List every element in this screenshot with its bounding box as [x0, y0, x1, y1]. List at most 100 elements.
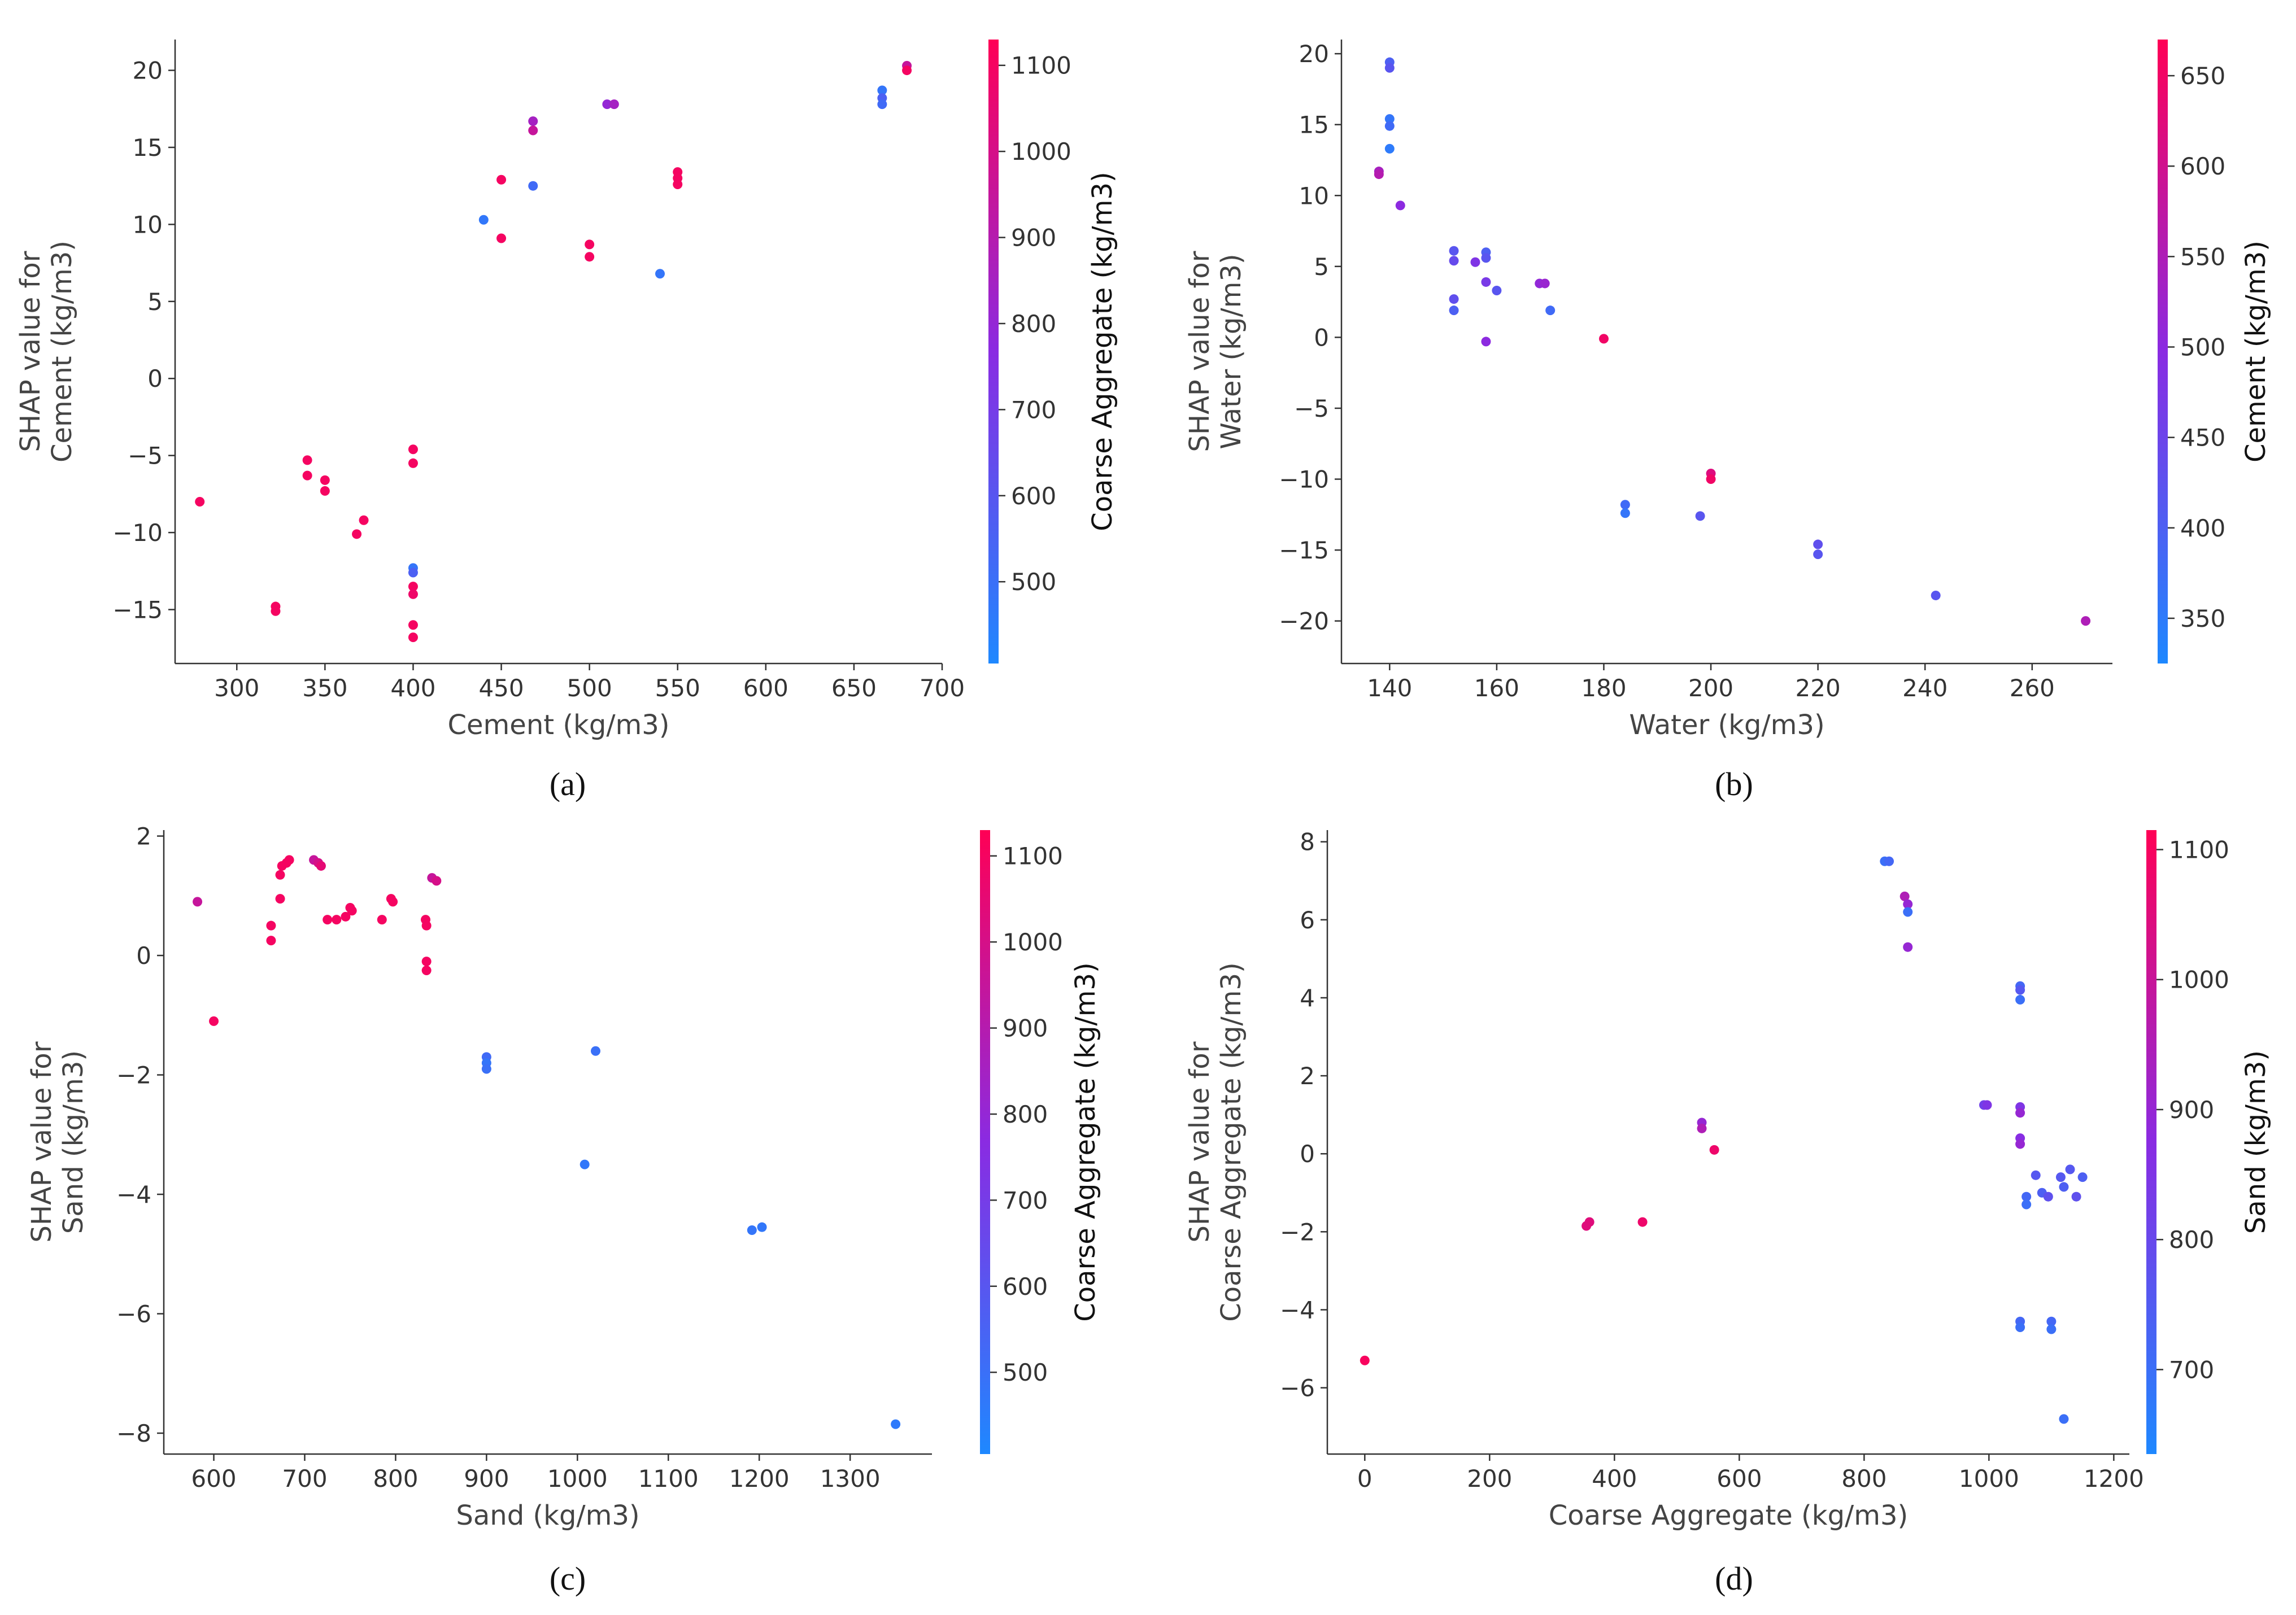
y-axis-label-line: SHAP value for — [1184, 1041, 1215, 1242]
panel-caption: (b) — [1715, 766, 1753, 802]
colorbar-tick-label: 1100 — [1003, 843, 1063, 870]
y-tick-label: 5 — [147, 288, 163, 316]
colorbar-tick-label: 900 — [1011, 224, 1056, 252]
data-point — [271, 606, 281, 616]
data-point — [2055, 1172, 2066, 1182]
data-point — [528, 181, 538, 191]
x-axis-label: Coarse Aggregate (kg/m3) — [1549, 1500, 1909, 1531]
data-point — [408, 458, 418, 468]
data-point — [352, 529, 362, 539]
data-point — [2015, 994, 2025, 1005]
data-point — [877, 85, 887, 95]
colorbar-tick-label: 500 — [1003, 1359, 1048, 1386]
data-point — [408, 632, 418, 643]
x-axis-label: Sand (kg/m3) — [456, 1500, 639, 1531]
data-point — [1384, 114, 1395, 124]
data-point — [432, 876, 442, 886]
data-point — [1706, 474, 1716, 484]
data-point — [1492, 286, 1502, 296]
data-point — [1360, 1355, 1370, 1365]
y-tick-label: −4 — [1280, 1296, 1315, 1324]
y-tick-label: −5 — [1294, 395, 1329, 422]
data-point — [1374, 169, 1384, 180]
y-tick-label: −2 — [1280, 1218, 1315, 1246]
data-point — [585, 252, 595, 262]
data-point — [1481, 277, 1491, 287]
colorbar-tick-label: 800 — [2169, 1226, 2214, 1254]
colorbar-tick-label: 650 — [2180, 62, 2225, 90]
y-tick-label: −5 — [128, 442, 163, 470]
data-point — [1481, 337, 1491, 347]
x-tick-label: 1000 — [1959, 1465, 2019, 1492]
data-point — [1384, 143, 1395, 154]
data-point — [266, 936, 276, 946]
data-point — [2015, 985, 2025, 995]
data-point — [1903, 942, 1913, 952]
data-point — [2031, 1170, 2041, 1180]
colorbar-label: Coarse Aggregate (kg/m3) — [1070, 962, 1101, 1322]
y-axis-label-line: Coarse Aggregate (kg/m3) — [1215, 962, 1247, 1322]
data-point — [528, 125, 538, 136]
x-tick-label: 550 — [655, 674, 700, 702]
data-point — [1637, 1217, 1648, 1227]
y-tick-label: 2 — [136, 823, 151, 850]
y-tick-label: 0 — [136, 942, 151, 970]
x-tick-label: 800 — [1841, 1465, 1887, 1492]
data-point — [2065, 1164, 2075, 1175]
x-tick-label: 600 — [191, 1465, 236, 1492]
data-point — [323, 915, 333, 925]
data-point — [2071, 1191, 2081, 1202]
x-tick-label: 1300 — [820, 1465, 881, 1492]
y-tick-label: 2 — [1300, 1062, 1315, 1090]
data-point — [2015, 1139, 2025, 1149]
x-tick-label: 1100 — [638, 1465, 699, 1492]
data-point — [1695, 511, 1705, 521]
colorbar — [2146, 830, 2156, 1454]
data-point — [1697, 1123, 1707, 1133]
x-tick-label: 700 — [920, 674, 965, 702]
y-tick-label: −15 — [112, 596, 163, 624]
colorbar-tick-label: 500 — [1011, 568, 1056, 596]
y-tick-label: 0 — [1300, 1140, 1315, 1168]
data-point — [332, 915, 342, 925]
colorbar-tick-label: 700 — [1011, 396, 1056, 424]
data-point — [341, 911, 351, 922]
colorbar-tick-label: 800 — [1011, 310, 1056, 338]
y-tick-label: 10 — [1299, 182, 1329, 209]
colorbar-tick-label: 450 — [2180, 424, 2225, 452]
y-tick-label: 15 — [133, 134, 163, 162]
panel-caption: (a) — [550, 766, 586, 802]
data-point — [580, 1159, 590, 1169]
colorbar — [2158, 40, 2168, 664]
colorbar — [980, 830, 990, 1454]
x-tick-label: 240 — [1902, 674, 1948, 702]
y-tick-label: −10 — [1279, 466, 1329, 494]
data-point — [1899, 891, 1910, 901]
data-point — [1931, 590, 1941, 600]
data-point — [1449, 256, 1459, 266]
colorbar-tick-label: 600 — [1011, 482, 1056, 510]
colorbar — [988, 40, 999, 664]
data-point — [388, 897, 398, 907]
y-tick-label: 20 — [1299, 40, 1329, 68]
panel-caption: (d) — [1715, 1560, 1753, 1597]
data-point — [481, 1064, 491, 1074]
data-point — [2059, 1182, 2069, 1192]
y-tick-label: −6 — [116, 1300, 151, 1328]
x-tick-label: 300 — [214, 674, 259, 702]
x-tick-label: 500 — [567, 674, 612, 702]
data-point — [320, 486, 330, 496]
data-point — [193, 897, 203, 907]
data-point — [408, 582, 418, 592]
data-point — [1449, 305, 1459, 316]
y-tick-label: 0 — [1314, 324, 1329, 351]
x-tick-label: 1000 — [547, 1465, 608, 1492]
y-tick-label: −10 — [112, 519, 163, 547]
y-axis-label-line: Water (kg/m3) — [1215, 254, 1247, 449]
y-tick-label: −6 — [1280, 1374, 1315, 1402]
data-point — [421, 965, 432, 975]
data-point — [478, 215, 489, 225]
panel-d: 0 200 400 600 800 1000 1200 −6 −4 −2 0 2 4 6 8 Coarse A… — [1184, 828, 2272, 1597]
data-point — [377, 915, 387, 925]
panel-caption: (c) — [550, 1560, 586, 1597]
